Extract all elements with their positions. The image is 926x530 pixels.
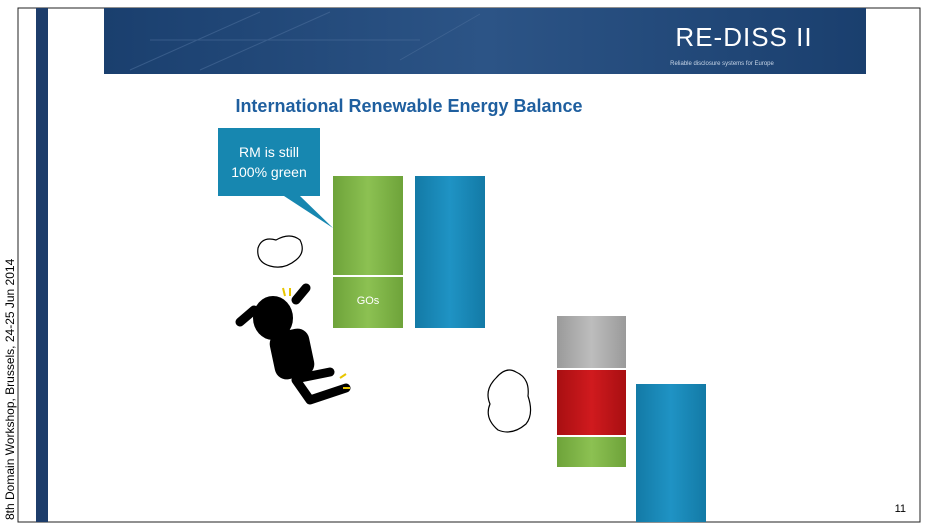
slide: RE-DISS II Reliable disclosure systems f…: [0, 0, 926, 525]
side-band: [36, 8, 48, 522]
red-block: [557, 370, 626, 435]
blue-block: [415, 176, 485, 328]
side-text: 8th Domain Workshop, Brussels, 24-25 Jun…: [3, 258, 17, 520]
slide-title: International Renewable Energy Balance: [235, 96, 582, 116]
callout-text: 100% green: [231, 164, 307, 180]
page: {"header": {"logo": "RE-DISS II", "tagli…: [0, 0, 926, 525]
green-block: [557, 437, 626, 467]
logo: RE-DISS II: [675, 22, 812, 52]
page-number: 11: [895, 503, 906, 515]
callout-text: RM is still: [239, 144, 299, 160]
green-block: [333, 176, 403, 275]
blue-block: [636, 384, 706, 522]
gray-block: [557, 316, 626, 368]
block-label: GOs: [357, 295, 380, 307]
logo-tagline: Reliable disclosure systems for Europe: [670, 61, 774, 67]
